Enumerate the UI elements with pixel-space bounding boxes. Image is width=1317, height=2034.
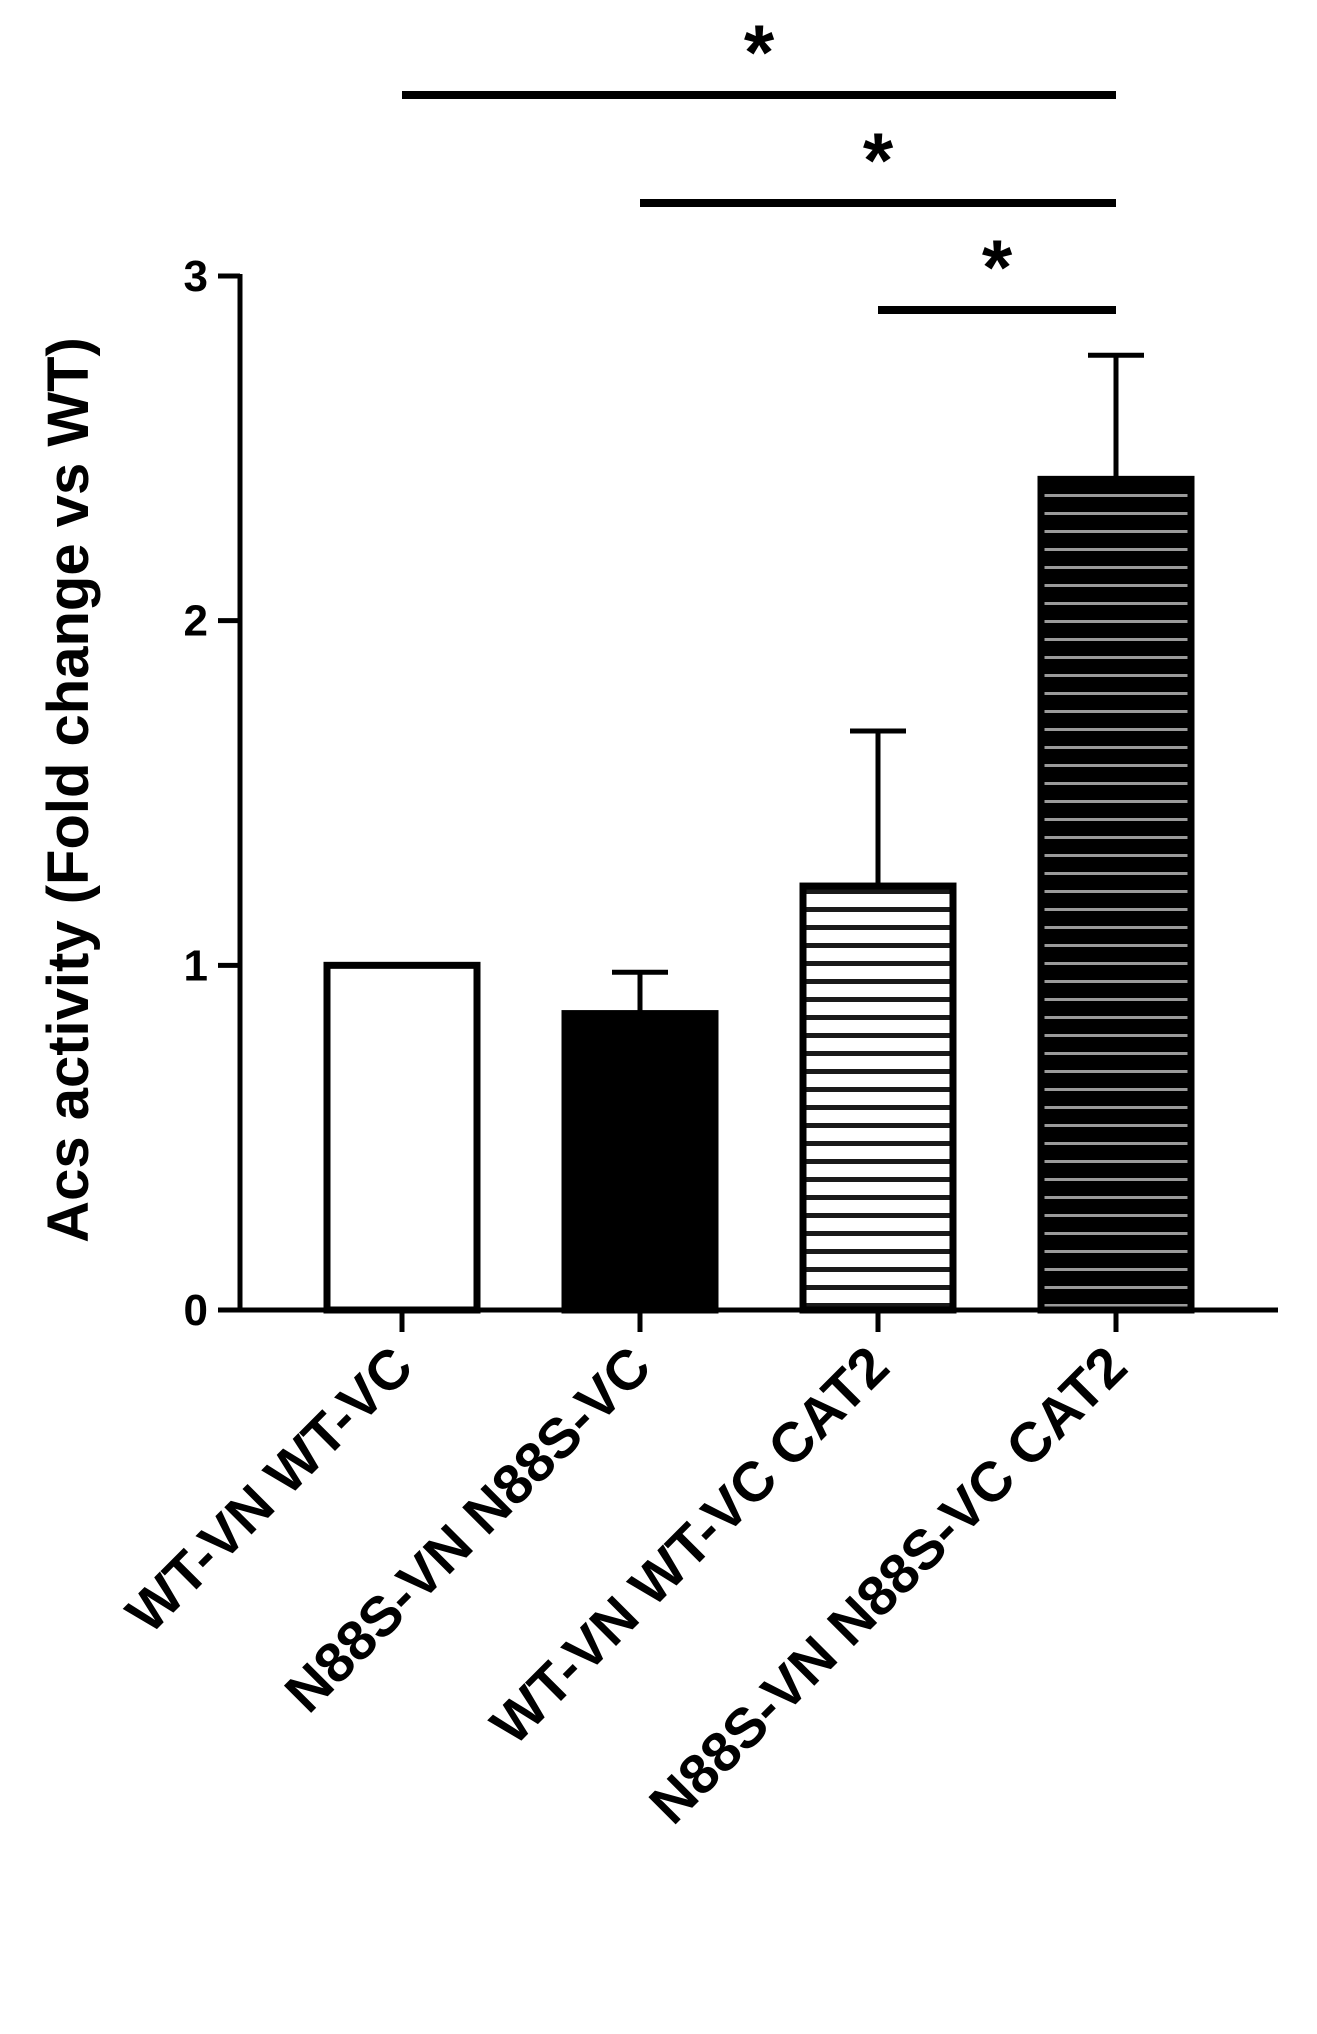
bar <box>799 882 957 1314</box>
axes-layer <box>237 274 1278 1313</box>
significance-star: * <box>982 223 1013 311</box>
bars-layer <box>323 475 1195 1314</box>
y-tick-label: 3 <box>184 252 208 301</box>
significance-layer: * * * <box>402 8 1116 314</box>
y-tick-label: 1 <box>184 941 208 990</box>
bar <box>323 961 481 1314</box>
y-axis-title: Acs activity (Fold change vs WT) <box>36 337 101 1243</box>
x-category-label: WT-VN WT-VC CAT2 <box>478 1334 900 1756</box>
bar <box>1037 475 1195 1314</box>
y-tick-label: 2 <box>184 597 208 646</box>
y-tick-label: 0 <box>184 1286 208 1335</box>
error-bars-layer <box>612 352 1144 1014</box>
significance-star: * <box>744 8 775 96</box>
x-category-label: N88S-VN N88S-VC CAT2 <box>637 1334 1139 1836</box>
significance-star: * <box>863 116 894 204</box>
bar <box>561 1010 719 1314</box>
